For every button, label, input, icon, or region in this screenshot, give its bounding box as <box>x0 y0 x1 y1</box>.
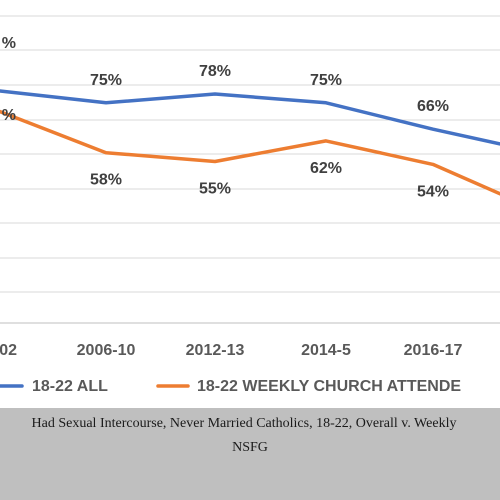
series-lines <box>0 89 500 196</box>
legend: 18-22 ALL 18-22 WEEKLY CHURCH ATTENDE <box>0 378 461 395</box>
data-label: 58% <box>90 172 122 189</box>
x-tick-label: 2012-13 <box>186 342 245 359</box>
data-labels: % 75% 78% 75% 66%% 58% 55% 62% 54% <box>2 35 449 200</box>
series-line-1 <box>0 89 500 146</box>
data-label: 75% <box>90 72 122 89</box>
data-label: % <box>2 35 16 52</box>
legend-label-2: 18-22 WEEKLY CHURCH ATTENDE <box>197 378 461 395</box>
data-label: 62% <box>310 160 342 177</box>
chart-panel: % 75% 78% 75% 66%% 58% 55% 62% 54% 02 2006-10 2012… <box>0 0 500 408</box>
caption-line-1: Had Sexual Intercourse, Never Married Ca… <box>31 416 457 431</box>
data-label: % <box>2 107 16 124</box>
data-label: 78% <box>199 63 231 80</box>
legend-label-1: 18-22 ALL <box>32 378 108 395</box>
x-tick-label: 2016-17 <box>404 342 463 359</box>
data-label: 54% <box>417 183 449 200</box>
series-line-2 <box>0 109 500 196</box>
x-tick-label: 2014-5 <box>301 342 351 359</box>
gridlines <box>0 15 500 324</box>
caption-line-2: NSFG <box>232 440 268 455</box>
data-label: 66% <box>417 98 449 115</box>
line-chart: % 75% 78% 75% 66%% 58% 55% 62% 54% 02 2006-10 2012… <box>0 15 500 395</box>
x-tick-label: 02 <box>0 342 17 359</box>
data-label: 75% <box>310 72 342 89</box>
data-label: 55% <box>199 181 231 198</box>
x-axis-tick-labels: 02 2006-10 2012-13 2014-5 2016-17 <box>0 342 462 359</box>
chart-caption: Had Sexual Intercourse, Never Married Ca… <box>0 412 500 460</box>
x-tick-label: 2006-10 <box>77 342 136 359</box>
